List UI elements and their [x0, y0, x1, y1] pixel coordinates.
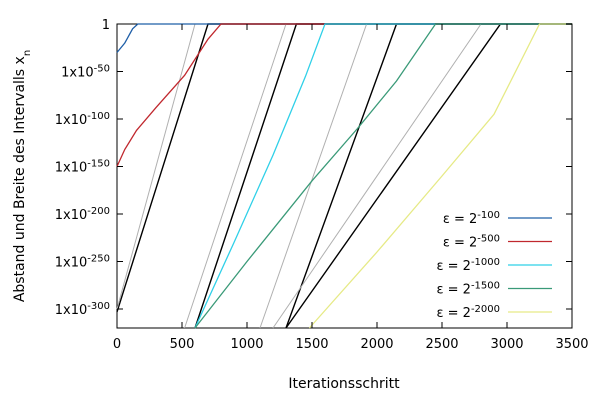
y-axis-label: Abstand und Breite des Intervalls xn [12, 50, 33, 302]
x-tick-label: 2000 [360, 337, 393, 352]
y-axis-ticks: 1 1x10-50 1x10-100 1x10-150 1x10-200 1x10-250… [55, 18, 572, 318]
series-lines [116, 23, 572, 329]
legend-label-3: ε = 2-1000 [436, 257, 500, 275]
y-tick-label: 1 [102, 18, 110, 33]
x-tick-label: 1500 [295, 337, 328, 352]
series-line-2 [116, 23, 572, 167]
y-tick-label: 1x10-100 [55, 111, 110, 129]
y-tick-label: 1x10-50 [61, 63, 110, 81]
plot-area [116, 23, 573, 329]
y-axis-label-subscript: n [22, 50, 33, 56]
y-tick-label: 1x10-250 [55, 253, 110, 271]
x-tick-label: 3000 [490, 337, 523, 352]
x-tick-label: 2500 [425, 337, 458, 352]
x-tick-label: 0 [113, 337, 121, 352]
legend: ε = 2-100 ε = 2-500 ε = 2-1000 ε = 2-1500 ε … [436, 210, 552, 322]
x-tick-label: 3500 [555, 337, 588, 352]
series-line-5 [308, 23, 572, 329]
legend-label-1: ε = 2-100 [443, 210, 500, 228]
legend-label-5: ε = 2-2000 [436, 304, 500, 322]
x-axis-ticks: 0 500 1000 1500 2000 2500 3000 3500 [113, 24, 589, 352]
x-axis-label: Iterationsschritt [288, 376, 400, 392]
x-tick-label: 1000 [230, 337, 263, 352]
x-tick-label: 500 [170, 337, 195, 352]
legend-label-2: ε = 2-500 [443, 233, 500, 251]
y-tick-label: 1x10-300 [55, 301, 110, 319]
series-line-4 [194, 23, 572, 329]
y-tick-label: 1x10-150 [55, 158, 110, 176]
y-axis-label-main: Abstand und Breite des Intervalls x [12, 56, 28, 302]
y-tick-label: 1x10-200 [55, 206, 110, 224]
series-line-3 [194, 23, 572, 329]
legend-label-4: ε = 2-1500 [436, 280, 500, 298]
